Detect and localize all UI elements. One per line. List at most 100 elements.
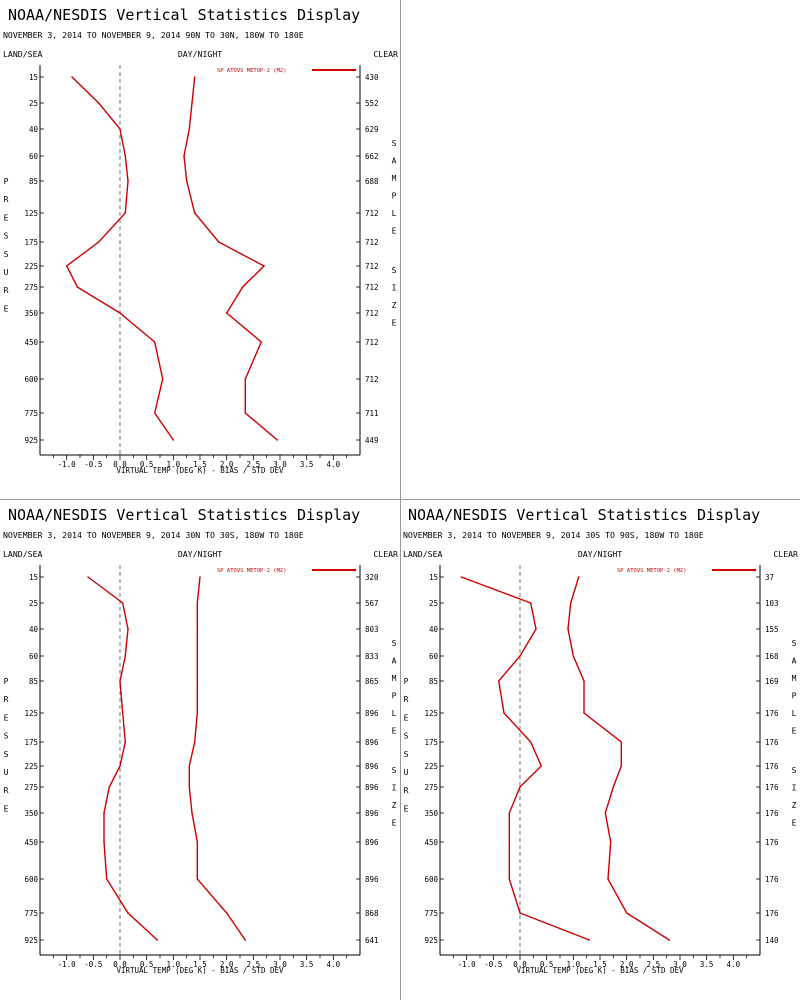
data-point: [609, 841, 612, 843]
x-tick-label: -0.5: [84, 460, 102, 469]
data-point: [625, 912, 628, 914]
sample-size-label: 896: [365, 783, 379, 792]
pressure-level-label: 40: [429, 625, 439, 634]
pressure-level-label: 350: [424, 809, 438, 818]
pressure-level-label: 275: [424, 783, 438, 792]
pressure-level-label: 600: [424, 875, 438, 884]
right-axis-letter: S: [392, 766, 397, 775]
pressure-level-label: 15: [429, 573, 438, 582]
sample-size-label: 176: [765, 909, 779, 918]
pressure-level-label: 85: [29, 177, 38, 186]
data-point: [124, 655, 127, 657]
center-header: DAY/NIGHT: [578, 549, 622, 559]
x-tick-label: -1.0: [458, 960, 477, 969]
sample-size-label: 712: [365, 375, 379, 384]
x-tick-label: 3.5: [300, 460, 314, 469]
x-axis-label: VIRTUAL TEMP (DEG K) - BIAS / STD DEV: [516, 966, 684, 975]
pressure-level-label: 450: [24, 838, 38, 847]
data-point: [119, 128, 121, 130]
pressure-level-label: 225: [424, 762, 438, 771]
right-axis-letter: I: [392, 284, 397, 293]
chart-subtitle: NOVEMBER 3, 2014 TO NOVEMBER 9, 2014 30S…: [403, 530, 704, 540]
data-point: [244, 412, 247, 414]
sample-size-label: 103: [765, 599, 779, 608]
data-point: [668, 939, 671, 941]
sample-size-label: 688: [365, 177, 379, 186]
sample-size-label: 712: [365, 338, 379, 347]
chart-subtitle: NOVEMBER 3, 2014 TO NOVEMBER 9, 2014 30N…: [3, 530, 304, 540]
left-axis-letter: E: [4, 804, 9, 813]
x-tick-label: 2.5: [247, 960, 261, 969]
pressure-level-label: 15: [29, 573, 38, 582]
pressure-level-label: 175: [24, 738, 38, 747]
x-tick-label: -1.0: [58, 960, 77, 969]
right-axis-letter: E: [392, 319, 397, 328]
pressure-level-label: 350: [24, 309, 38, 318]
right-axis-letter: S: [392, 639, 397, 648]
data-point: [103, 841, 105, 843]
left-axis-letter: S: [404, 750, 409, 759]
x-tick-label: 4.0: [327, 960, 341, 969]
data-point: [108, 786, 111, 788]
center-header: DAY/NIGHT: [178, 549, 222, 559]
left-axis-letter: E: [4, 713, 9, 722]
right-axis-letter: L: [792, 709, 797, 718]
sample-size-label: 865: [365, 677, 379, 686]
x-tick-label: 2.5: [247, 460, 261, 469]
sample-size-label: 803: [365, 625, 379, 634]
x-tick-label: -1.0: [58, 460, 77, 469]
pressure-level-label: 60: [29, 652, 39, 661]
sample-size-label: 896: [365, 709, 379, 718]
x-tick-label: 3.0: [673, 960, 687, 969]
pressure-level-label: 60: [29, 152, 39, 161]
data-point: [583, 680, 585, 682]
sample-size-label: 567: [365, 599, 379, 608]
data-point: [87, 576, 89, 578]
pressure-level-label: 925: [424, 936, 438, 945]
data-point: [572, 655, 575, 657]
data-point: [188, 128, 191, 130]
pressure-level-label: 85: [429, 677, 438, 686]
x-tick-label: 1.0: [567, 960, 581, 969]
sample-size-label: 896: [365, 762, 379, 771]
x-tick-label: -0.5: [84, 960, 102, 969]
data-point: [65, 265, 68, 267]
data-point: [156, 939, 159, 941]
pressure-level-label: 775: [424, 909, 438, 918]
panel-tropics: NOAA/NESDIS Vertical Statistics Display N…: [0, 500, 400, 1000]
data-point: [583, 712, 585, 714]
data-point: [620, 765, 623, 767]
data-point: [540, 765, 543, 767]
pressure-level-label: 25: [29, 99, 38, 108]
data-point: [519, 912, 521, 914]
data-point: [577, 576, 580, 578]
data-point: [188, 765, 191, 767]
left-axis-letter: E: [4, 213, 9, 222]
sample-size-label: 712: [365, 238, 379, 247]
chart-title: NOAA/NESDIS Vertical Statistics Display: [8, 506, 360, 524]
sample-size-label: 712: [365, 209, 379, 218]
pressure-level-label: 925: [24, 936, 38, 945]
data-point: [196, 655, 199, 657]
right-axis-letter: L: [392, 209, 397, 218]
sample-size-label: 168: [765, 652, 779, 661]
x-tick-label: 4.0: [727, 960, 741, 969]
data-point: [185, 180, 188, 182]
right-axis-letter: E: [392, 727, 397, 736]
data-point: [263, 265, 265, 267]
data-point: [153, 412, 156, 414]
series-line-std-dev: [567, 576, 670, 941]
legend-label: SP ATOVS METOP-2 (M2): [217, 68, 287, 74]
left-axis-letter: S: [404, 732, 409, 741]
chart-svg: NOAA/NESDIS Vertical Statistics Display N…: [3, 6, 398, 475]
sample-size-label: 176: [765, 762, 779, 771]
data-point: [503, 712, 505, 714]
pressure-level-label: 450: [24, 338, 38, 347]
right-axis-letter: L: [392, 709, 397, 718]
x-tick-label: 0.0: [513, 960, 527, 969]
data-point: [260, 341, 263, 343]
pressure-level-label: 25: [429, 599, 438, 608]
sample-size-label: 430: [365, 73, 379, 82]
sample-size-label: 176: [765, 709, 779, 718]
data-point: [460, 576, 463, 578]
